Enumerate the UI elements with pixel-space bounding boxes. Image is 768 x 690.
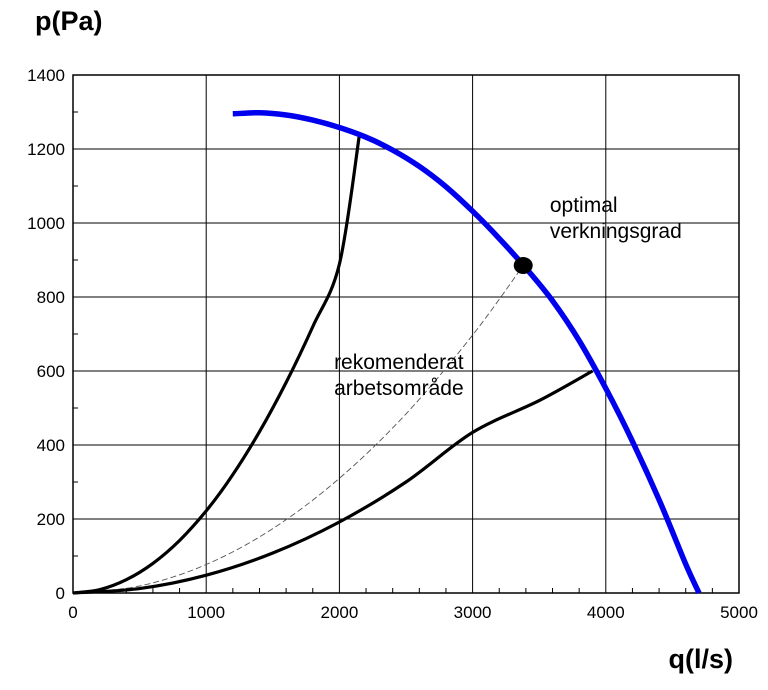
y-tick-label: 1400 bbox=[27, 66, 65, 85]
y-tick-label: 1200 bbox=[27, 140, 65, 159]
fan-curve bbox=[232, 109, 702, 595]
plot-frame bbox=[72, 74, 740, 594]
x-axis-title: q(l/s) bbox=[669, 644, 734, 674]
y-tick-label: 0 bbox=[56, 584, 65, 603]
x-tick-label: 1000 bbox=[187, 603, 225, 622]
annotation-line: optimal bbox=[550, 194, 618, 217]
optimal-point-marker bbox=[513, 257, 533, 275]
y-tick-label: 600 bbox=[37, 362, 65, 381]
annotation-line: arbetsområde bbox=[334, 377, 464, 400]
tick-labels: 0 1000 2000 3000 4000 5000 0 200 400 600 800 1000 12… bbox=[27, 66, 758, 622]
x-tick-label: 2000 bbox=[320, 603, 358, 622]
y-tick-label: 400 bbox=[37, 436, 65, 455]
system-curve-upper bbox=[72, 134, 361, 595]
y-tick-label: 1000 bbox=[27, 214, 65, 233]
annotation: rekomenderat arbetsområde bbox=[334, 351, 464, 400]
annotations: optimal verkningsgrad rekomenderat arbetsom… bbox=[334, 194, 682, 400]
y-tick-label: 800 bbox=[37, 288, 65, 307]
x-tick-label: 5000 bbox=[720, 603, 758, 622]
annotation-line: rekomenderat bbox=[334, 351, 464, 374]
annotation: optimal verkningsgrad bbox=[550, 194, 682, 243]
series bbox=[72, 109, 702, 595]
x-tick-label: 0 bbox=[68, 603, 77, 622]
optimal-efficiency-curve bbox=[72, 265, 524, 594]
x-tick-label: 4000 bbox=[587, 603, 625, 622]
system-curve-lower bbox=[72, 369, 594, 595]
minor-ticks bbox=[73, 111, 713, 593]
annotation-line: verkningsgrad bbox=[550, 220, 682, 243]
grid bbox=[72, 74, 740, 594]
y-tick-label: 200 bbox=[37, 510, 65, 529]
y-axis-title: p(Pa) bbox=[35, 6, 103, 36]
x-tick-label: 3000 bbox=[454, 603, 492, 622]
